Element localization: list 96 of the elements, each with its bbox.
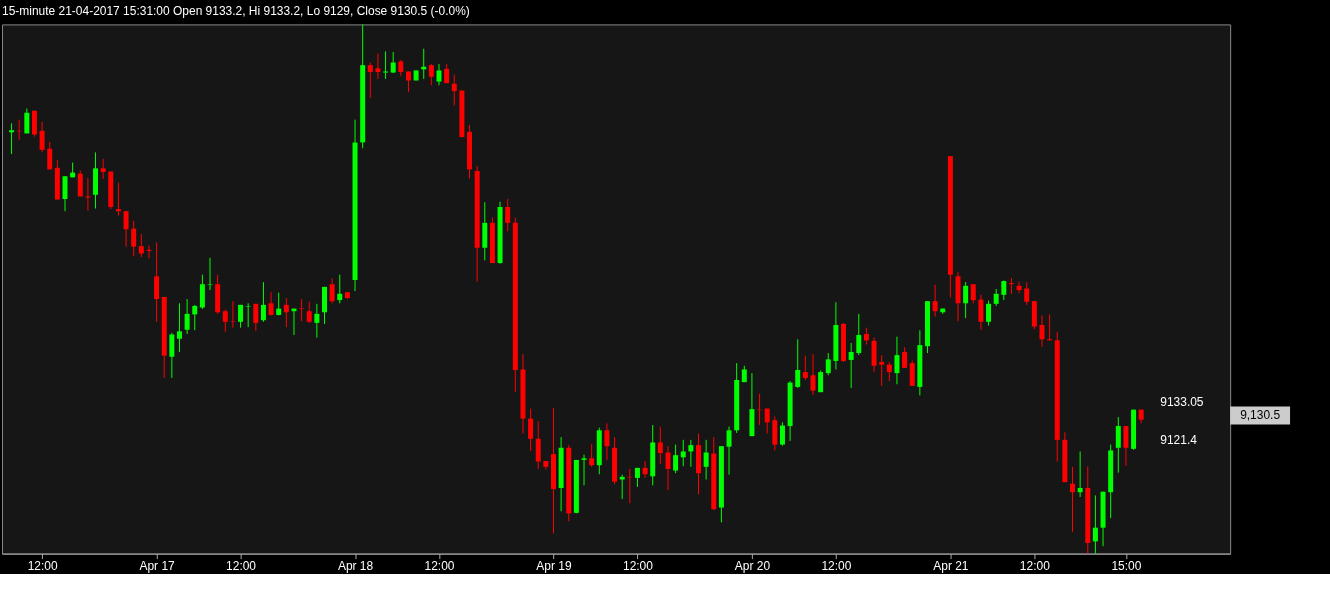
candlestick <box>85 177 91 212</box>
candlestick <box>642 460 648 479</box>
chart-title: 15-minute 21-04-2017 15:31:00 Open 9133.2, Hi 9133.2, Lo 9129, Close 9130.5 (-0.0%) <box>2 3 470 18</box>
candlestick <box>9 122 15 155</box>
candlestick <box>604 422 610 461</box>
candlestick <box>337 274 343 304</box>
candlestick <box>970 283 976 304</box>
candlestick <box>589 443 595 468</box>
candlestick <box>963 281 969 319</box>
candlestick <box>123 210 129 248</box>
candlestick <box>428 63 434 86</box>
x-tick-label: 12:00 <box>1019 559 1051 574</box>
x-tick-label: Apr 17 <box>139 559 176 574</box>
x-tick-label: 12:00 <box>821 559 852 574</box>
candlestick <box>1016 281 1022 294</box>
x-tick-label: Apr 20 <box>734 559 771 574</box>
candlestick <box>665 445 671 491</box>
candlestick <box>451 74 457 106</box>
candlestick <box>169 332 175 379</box>
text: 9133.05 <box>1160 394 1204 409</box>
candlestick <box>176 302 182 353</box>
candlestick <box>764 408 770 434</box>
x-tick-label: 12:00 <box>424 559 455 574</box>
candlestick <box>886 361 892 382</box>
x-tick-label: 12:00 <box>226 559 257 574</box>
candlestick <box>673 444 679 474</box>
candlestick <box>978 294 984 331</box>
candlestick <box>581 454 587 486</box>
candlestick <box>306 301 312 324</box>
candlestick <box>39 121 45 153</box>
x-tick-label: Apr 18 <box>337 559 374 574</box>
candlestick <box>245 302 251 328</box>
candlestick <box>253 303 259 332</box>
candlestick <box>779 421 785 447</box>
x-tick-label: 15:00 <box>1111 559 1142 574</box>
candlestick <box>100 158 106 180</box>
text: 9121.4 <box>1160 433 1198 448</box>
candlestick <box>260 281 266 323</box>
candlestick <box>810 353 816 396</box>
candlestick <box>703 439 709 481</box>
x-tick-label: Apr 21 <box>933 559 969 574</box>
candlestick <box>1008 277 1014 295</box>
candlestick <box>1092 494 1098 555</box>
candlestick <box>619 474 625 500</box>
candlestick <box>283 297 289 328</box>
text: 9,130.5 <box>1240 408 1281 423</box>
candlestick <box>192 304 198 331</box>
candlestick <box>314 303 320 339</box>
candlestick <box>909 359 915 387</box>
candlestick <box>1039 314 1045 348</box>
candlestick <box>680 439 686 467</box>
x-tick-label: Apr 19 <box>536 559 572 574</box>
candlestick <box>825 352 831 376</box>
candlestick <box>986 300 992 327</box>
candlestick <box>146 245 152 259</box>
candlestick <box>1123 425 1129 467</box>
candlestick <box>902 346 908 369</box>
candlestick <box>222 309 228 333</box>
candlestick <box>375 53 381 80</box>
candlestick <box>199 274 205 310</box>
candlestick <box>138 233 144 258</box>
candlestick <box>688 439 694 468</box>
candlestick <box>505 198 511 232</box>
candlestick <box>1024 281 1030 306</box>
candlestick <box>856 313 862 356</box>
x-tick-label: 12:00 <box>622 559 654 574</box>
candlestick <box>383 50 389 80</box>
candlestick <box>795 338 801 389</box>
candlestick <box>24 108 30 134</box>
candlestick <box>184 298 190 335</box>
candlestick <box>657 426 663 465</box>
candlestick <box>77 169 83 197</box>
candlestick <box>1070 466 1075 533</box>
candlestick <box>131 220 137 257</box>
candlestick <box>329 277 335 304</box>
candlestick <box>802 355 808 381</box>
x-tick-label: 12:00 <box>27 559 58 574</box>
candlestick <box>115 182 121 216</box>
candlestick <box>31 110 37 138</box>
candlestick <box>47 141 53 170</box>
candlestick <box>894 336 900 385</box>
candlestick <box>154 241 160 323</box>
candlestick <box>1077 450 1083 498</box>
candlestick <box>299 298 305 322</box>
candlestick <box>535 420 541 470</box>
candlestick <box>230 300 236 329</box>
candlestick <box>726 426 732 476</box>
candlestick <box>932 284 938 318</box>
candlestick <box>1047 313 1053 341</box>
candlestick <box>1115 416 1121 474</box>
candlestick <box>367 62 373 99</box>
candlestick <box>528 408 534 452</box>
candlestick <box>848 342 854 389</box>
candlestick <box>405 70 411 93</box>
candlestick <box>879 354 885 387</box>
candlestick <box>207 257 213 291</box>
